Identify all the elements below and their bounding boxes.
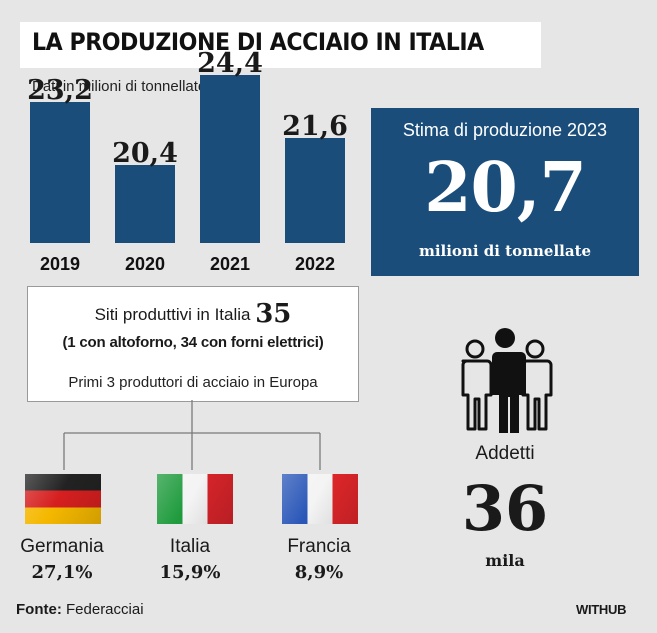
bar-chart: 23,2 2019 20,4 2020 24,4 2021 21,6 2022 [27,48,348,274]
share-italy: 15,9% [159,562,221,583]
country-france: Francia [287,536,351,557]
people-group-icon [461,328,553,433]
x-tick-label: 2019 [40,254,80,274]
x-tick-label: 2022 [295,254,335,274]
top-producers-label: Primi 3 produttori di acciaio in Europa [68,374,318,391]
connector-lines [63,400,321,470]
page-title: LA PRODUZIONE DI ACCIAIO IN ITALIA [32,28,484,56]
bar-value-label: 21,6 [282,111,348,142]
france-flag-icon [282,474,358,524]
sites-line: Siti produttivi in Italia 35 [28,299,358,329]
share-france: 8,9% [294,562,344,583]
x-tick-label: 2020 [125,254,165,274]
sites-detail: (1 con altoforno, 34 con forni elettrici… [62,334,324,351]
bar-value-label: 20,4 [112,138,178,169]
estimate-panel: Stima di produzione 2023 20,7 milioni di… [371,108,639,276]
sites-label: Siti produttivi in Italia [94,305,251,324]
estimate-unit: milioni di tonnellate [418,242,592,260]
bar-2021 [200,75,260,243]
title-background [20,22,541,68]
bar-2020 [115,165,175,243]
estimate-label: Stima di produzione 2023 [402,120,608,140]
bar-value-label: 23,2 [27,75,93,106]
country-germany: Germania [20,536,104,557]
bar-2022 [285,138,345,243]
employees-unit: mila [485,551,525,570]
bar-value-label: 24,4 [197,48,263,79]
sites-box: Siti produttivi in Italia 35 (1 con alto… [27,286,359,402]
germany-flag-icon [25,474,101,524]
source-value: Federacciai [66,601,144,618]
country-italy: Italia [169,536,211,557]
chart-subtitle: Dati in milioni di tonnellate [32,78,207,95]
x-tick-label: 2021 [210,254,250,274]
brand-logo: WITHUB [576,602,627,617]
employees-value: 36 [461,472,549,545]
italy-flag-icon [157,474,233,524]
employees-label: Addetti [475,443,535,464]
source-label: Fonte: [16,601,62,618]
share-germany: 27,1% [31,562,93,583]
bar-2019 [30,102,90,243]
sites-count: 35 [255,299,292,329]
source-note: Fonte: Federacciai [16,601,144,618]
estimate-value: 20,7 [424,148,587,228]
